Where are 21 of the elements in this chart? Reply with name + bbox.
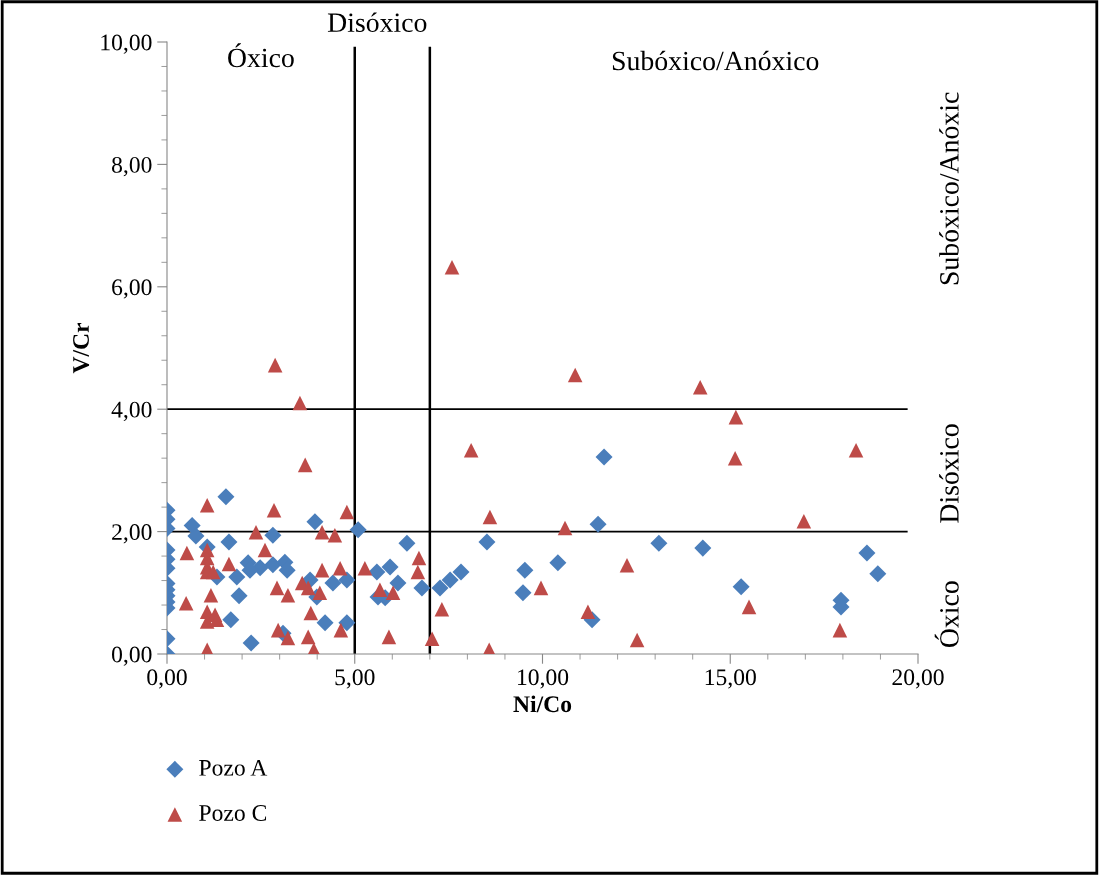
text: Disóxico (939, 424, 959, 523)
x-axis-title: Ni/Co (513, 695, 572, 713)
x-tick-label: 5,00 (335, 669, 375, 689)
y-axis-title: V/Cr (73, 322, 90, 374)
x-tick-label: 20,00 (892, 669, 944, 689)
y-tick-label: 0,00 (112, 646, 152, 666)
x-tick-label: 10,00 (518, 669, 569, 689)
ref-line-label: Disóxico (327, 12, 427, 33)
legend-label: Pozo A (199, 759, 268, 776)
x-tick-label: 0,00 (147, 669, 187, 689)
x-tick-label: 15,00 (705, 669, 756, 689)
y-tick-label: 6,00 (112, 279, 152, 299)
y-tick-label: 4,00 (111, 401, 152, 422)
text: Subóxico/Anóxic (939, 92, 959, 285)
y-tick-label: 2,00 (112, 524, 152, 544)
annotation: Óxico (228, 43, 294, 68)
legend-label: Pozo C (199, 805, 267, 821)
y-tick-label: 10,00 (101, 34, 152, 54)
annotation: Subóxico/Anóxico (612, 50, 819, 71)
text: Óxico (934, 581, 959, 648)
y-tick-label: 8,00 (112, 156, 152, 177)
